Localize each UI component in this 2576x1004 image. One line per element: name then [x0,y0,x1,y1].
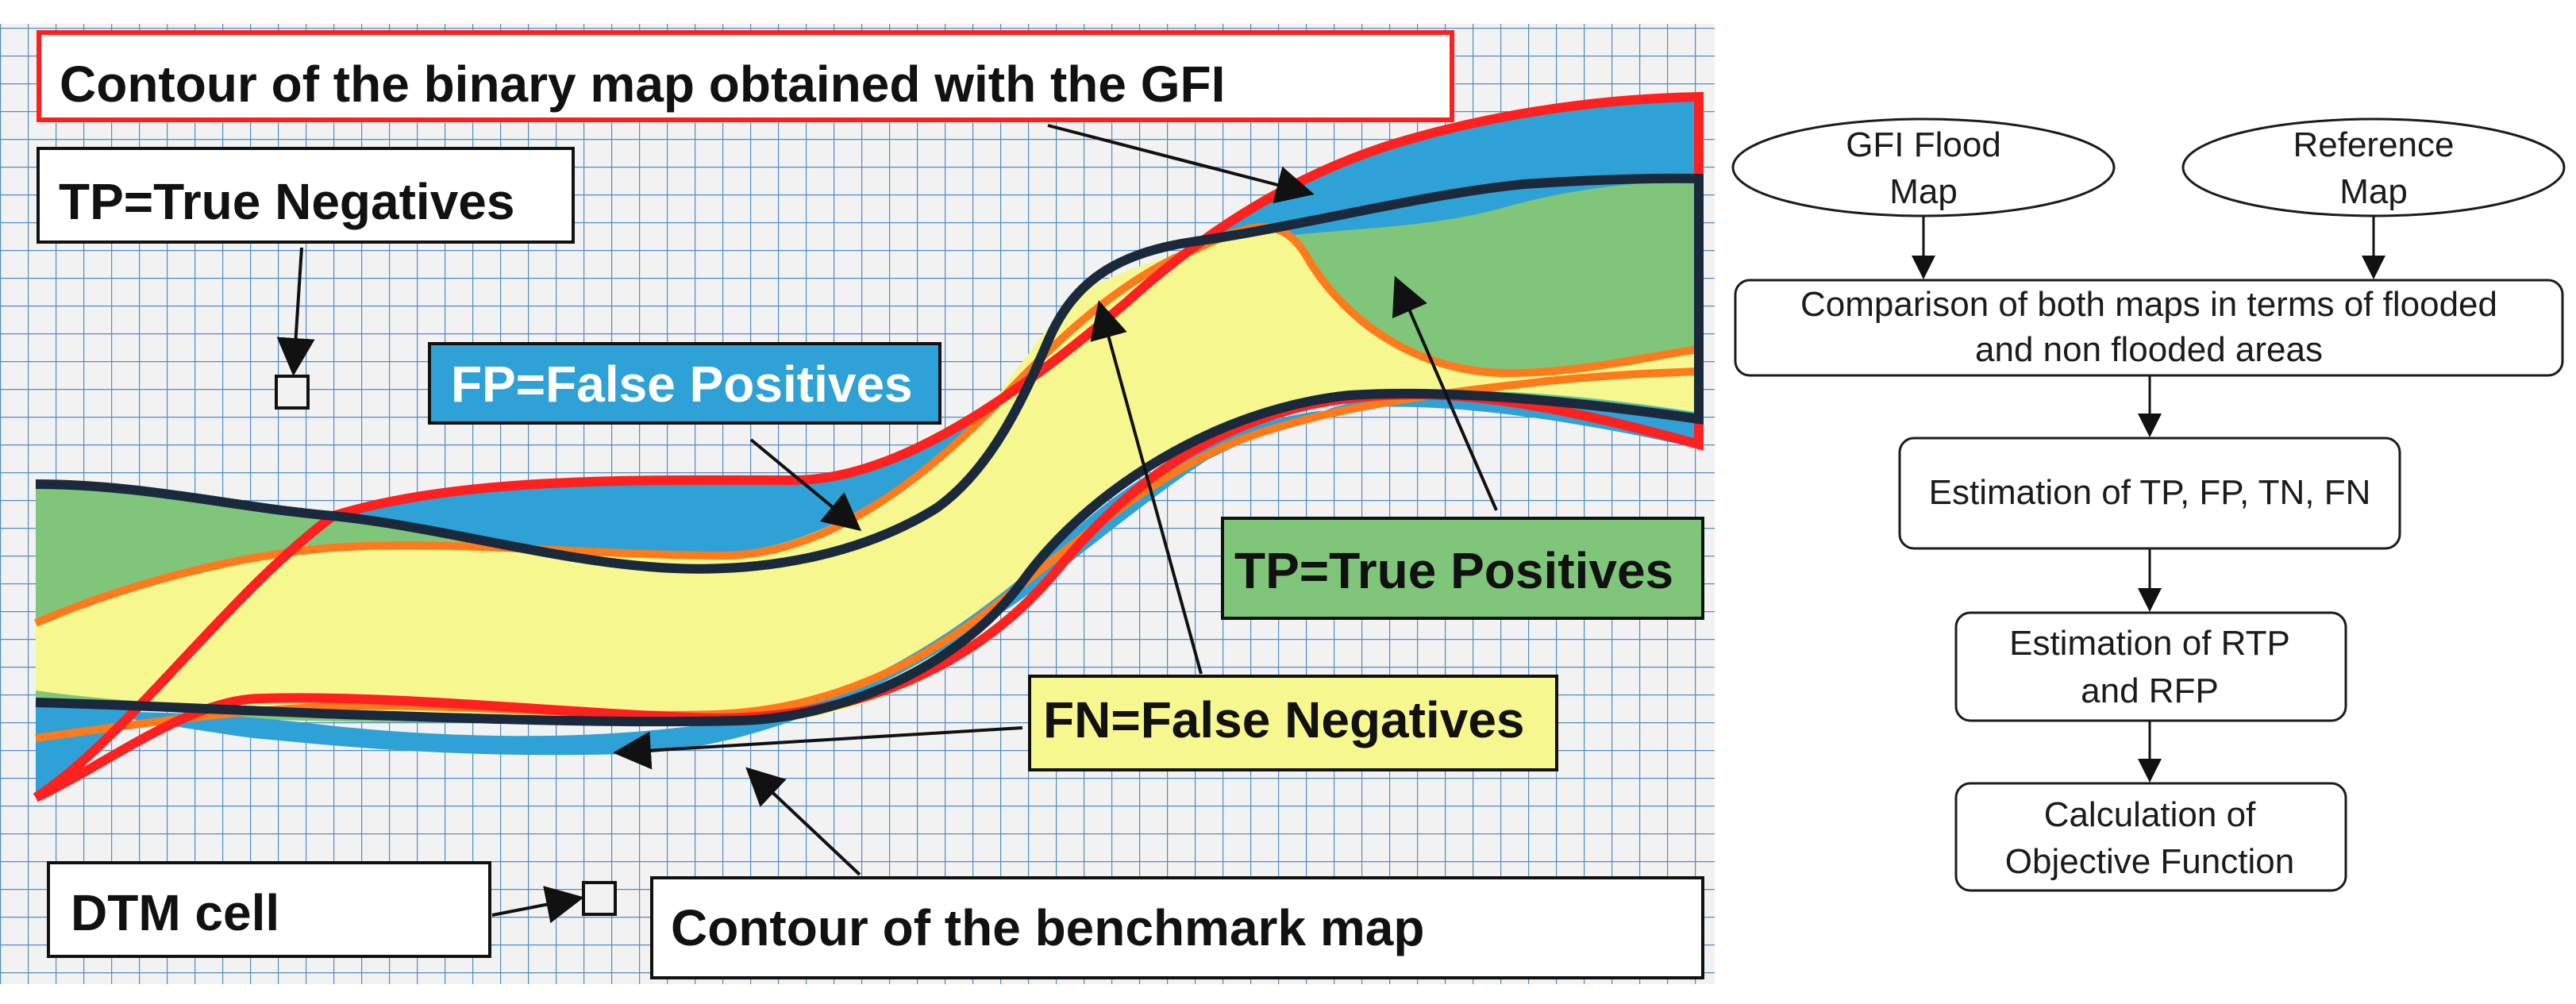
comparison-label-line-2: and non flooded areas [1975,330,2323,369]
true-positives-box [1221,517,1704,620]
true-negatives-box [37,147,575,244]
true-negatives-label: TP=True Negatives [59,173,514,230]
reference-map-label-line-1: Reference [2293,125,2454,164]
dtm-cell-square-top [275,375,310,410]
estimation-rtp-label-line-1: Estimation of RTP [2009,624,2290,663]
gfi-title-arrow [1047,124,1315,204]
reference-map-label-line-2: Map [2339,172,2408,211]
gfi-title-box [37,30,1454,122]
gfi-map-label-line-1: GFI Flood [1846,125,2001,164]
benchmark-arrow [745,767,861,876]
false-negatives-box [1028,675,1558,771]
dtm-cell-arrow [491,886,584,924]
true-positives-arrow [1392,275,1498,511]
gfi-map-node [1731,117,2116,217]
objective-label-line-2: Objective Function [2005,842,2294,881]
false-positives-box [428,342,941,425]
dtm-cell-square-bottom [582,881,617,916]
dtm-cell-box [47,861,491,958]
estimation-rtp-label-line-2: and RFP [2081,671,2219,710]
benchmark-box [650,876,1704,979]
true-negatives-arrow [276,247,315,376]
objective-node [1954,782,2347,892]
dtm-cell-label: DTM cell [71,884,279,941]
reference-map-node [2181,117,2566,217]
objective-label-line-1: Calculation of [2044,795,2256,834]
false-negative-fill [36,229,1699,724]
true-positives-label: TP=True Positives [1234,542,1673,599]
false-positives-label: FP=False Positives [451,356,913,413]
false-negatives-arrow-left [613,726,1023,770]
estimation-tp-label: Estimation of TP, FP, TN, FN [1929,473,2371,512]
false-positives-arrow [749,438,862,532]
gfi-map-label-line-2: Map [1889,172,1958,211]
gfi-contour [33,91,1704,802]
reference-orange-lower-contour [35,367,1700,742]
benchmark-label: Contour of the benchmark map [671,899,1424,956]
gfi-title-label: Contour of the binary map obtained with … [60,56,1225,113]
benchmark-contour [35,173,1704,727]
false-negatives-arrow-up [1090,300,1203,675]
estimation-rtp-node [1954,611,2347,722]
false-negatives-label: FN=False Negatives [1043,691,1525,748]
estimation-tp-node [1898,437,2401,550]
comparison-label-line-1: Comparison of both maps in terms of floo… [1800,285,2497,324]
comparison-node [1734,279,2564,377]
